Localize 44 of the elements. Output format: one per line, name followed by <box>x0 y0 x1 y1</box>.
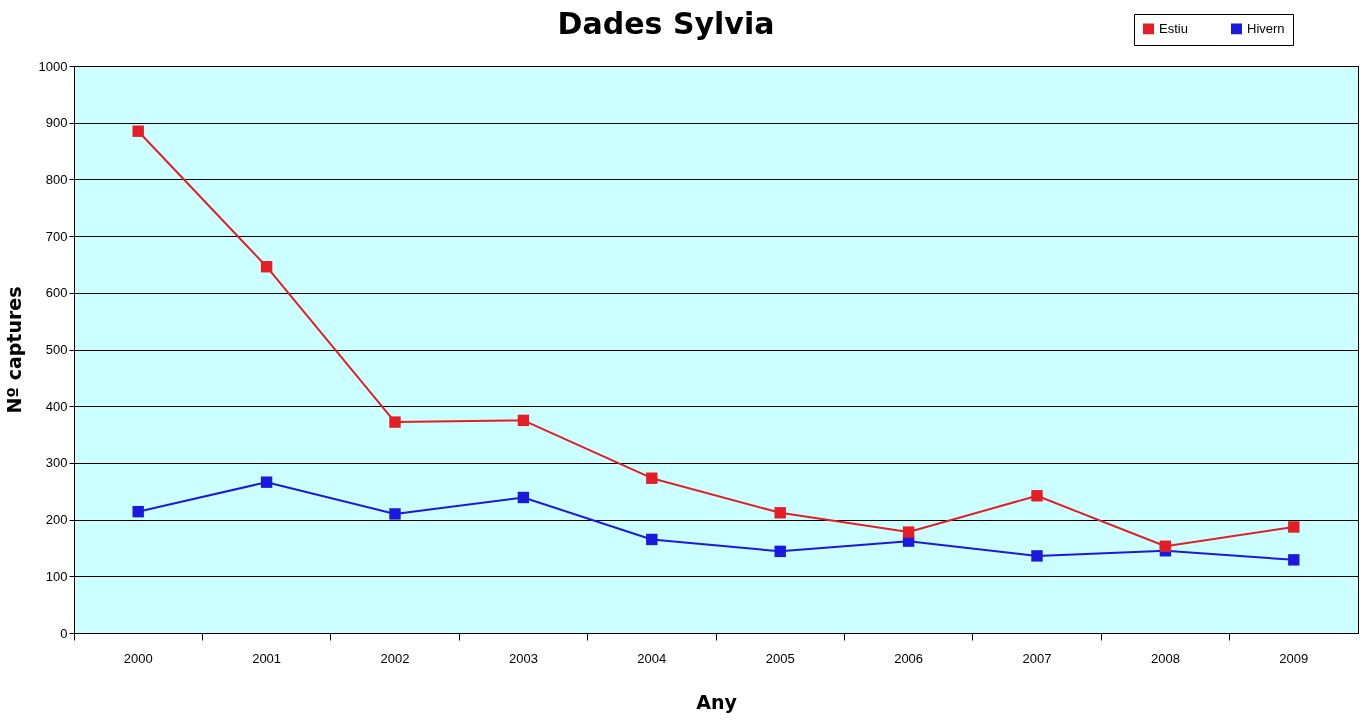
x-tick-label: 2004 <box>637 650 667 666</box>
legend-label: Hivern <box>1247 20 1285 36</box>
point <box>646 472 658 484</box>
y-tick-label: 0 <box>60 625 68 641</box>
y-tick-label: 900 <box>45 115 68 131</box>
point <box>517 414 530 427</box>
y-tick-label: 400 <box>45 398 68 414</box>
x-tick-label: 2002 <box>380 650 410 666</box>
x-axis-title: Any <box>696 690 738 713</box>
point <box>774 507 786 519</box>
point <box>1288 554 1300 566</box>
legend-label: Estiu <box>1159 20 1188 36</box>
y-tick-label: 300 <box>45 455 68 471</box>
y-tick-label: 500 <box>45 342 68 357</box>
point <box>389 416 401 428</box>
x-tick-label: 2005 <box>765 650 795 666</box>
x-tick-label: 2000 <box>123 650 153 666</box>
y-tick-label: 100 <box>45 568 68 584</box>
x-tick-label: 2006 <box>894 650 924 666</box>
point <box>1159 540 1172 552</box>
y-axis-title: Nº captures <box>2 286 25 414</box>
point <box>1031 550 1043 562</box>
y-tick-label: 600 <box>45 285 68 301</box>
y-tick-label: 1000 <box>38 58 68 74</box>
point <box>646 533 658 546</box>
x-tick-label: 2009 <box>1279 650 1309 666</box>
x-tick-label: 2008 <box>1150 650 1180 666</box>
point <box>260 476 273 488</box>
y-tick-label: 700 <box>45 228 68 244</box>
y-tick-label: 200 <box>45 512 68 528</box>
point <box>132 505 144 518</box>
point <box>517 491 530 504</box>
point <box>389 508 401 520</box>
x-tick-label: 2007 <box>1022 650 1052 666</box>
x-tick-label: 2003 <box>508 650 538 666</box>
point <box>1288 521 1300 533</box>
x-tick-label: 2001 <box>252 650 282 666</box>
chart-title: Dades Sylvia <box>557 6 775 41</box>
point <box>902 526 915 538</box>
point <box>132 125 144 137</box>
point <box>1031 490 1043 502</box>
point <box>260 261 273 273</box>
y-tick-label: 800 <box>45 171 68 187</box>
point <box>774 545 786 558</box>
